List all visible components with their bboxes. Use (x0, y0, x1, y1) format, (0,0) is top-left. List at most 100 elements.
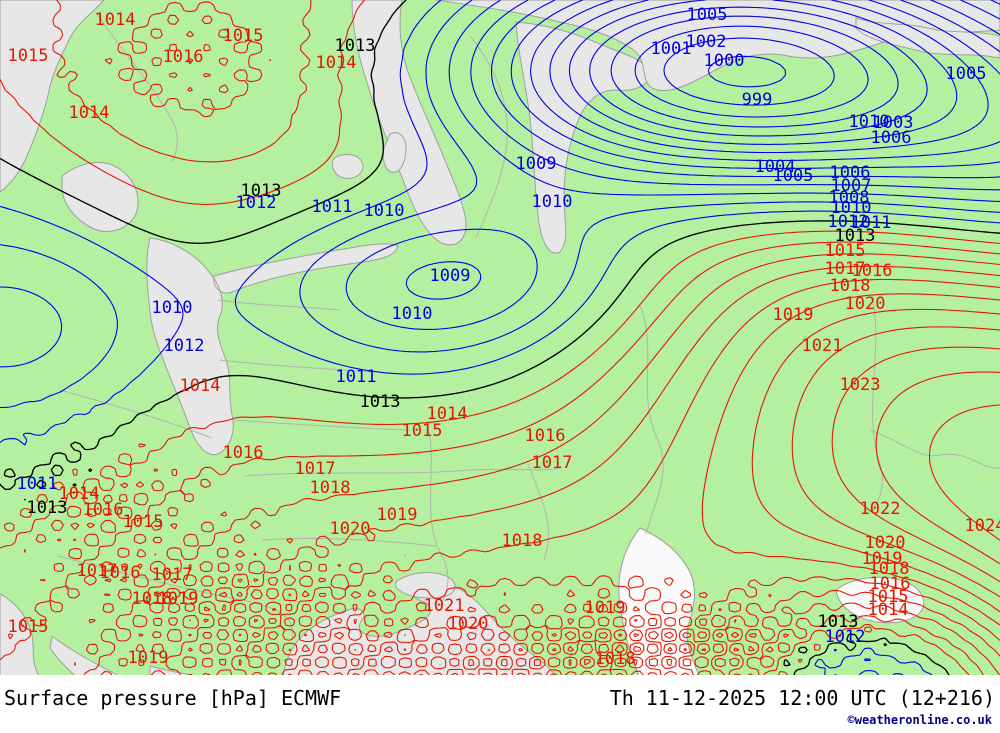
isobar-label: 1011 (851, 213, 892, 233)
isobar-label: 1016 (100, 563, 141, 583)
isobar-label: 1018 (869, 559, 910, 579)
gulf-of-bothnia-sea (351, 0, 467, 246)
isobar-999 (707, 55, 787, 88)
isobar-label: 1001 (651, 39, 692, 59)
baltic-sea (146, 237, 399, 456)
isobar-label: 1014 (69, 103, 110, 123)
isobar-label: 1015 (8, 617, 49, 637)
isobar-label: 1012 (825, 627, 866, 647)
isobar-label: 1016 (83, 500, 124, 520)
border-line (219, 359, 373, 373)
isobar-1013 (0, 0, 1000, 676)
isobar-1008 (490, 0, 1000, 179)
pressure-map: 1005 1002 1001 1000 999 1005 1010 1003 1006 1004 1… (0, 0, 1000, 676)
isobar-label: 1008 (829, 188, 870, 208)
isobar-label: 1015 (8, 46, 49, 66)
atlantic-sea (0, 0, 105, 193)
isobar-label: 1019 (585, 598, 626, 618)
isobar-label: 1014 (316, 53, 357, 73)
isobar-label: 1005 (773, 166, 814, 186)
isobar-label: 1012 (236, 193, 277, 213)
isobar-label: 1013 (27, 498, 68, 518)
isobar-layer (0, 0, 1000, 676)
isobar-label: 1018 (502, 531, 543, 551)
isobar-label: 1009 (430, 266, 471, 286)
isobar-1009 (405, 0, 1000, 300)
isobar-label: 1011 (312, 197, 353, 217)
isobar-1024 (928, 404, 1000, 541)
isobar-label: 1015 (868, 587, 909, 607)
isobar-label: 1013 (360, 392, 401, 412)
isobar-label: 999 (742, 90, 773, 110)
river-don (527, 463, 550, 561)
isobar-label: 1013 (818, 612, 859, 632)
isobar-label: 1020 (845, 294, 886, 314)
isobar-label: 1021 (802, 336, 843, 356)
isobar-label: 1010 (152, 298, 193, 318)
isobar-label: 1016 (223, 443, 264, 463)
isobar-label: 1016 (525, 426, 566, 446)
river-dnieper (427, 427, 449, 607)
map-canvas: 1005100210011000999100510101003100610041… (0, 0, 1000, 676)
isobar-1007 (510, 0, 1000, 169)
isobar-label: 1014 (59, 484, 100, 504)
isobar-label: 1020 (448, 614, 489, 634)
status-bar: Surface pressure [hPa] ECMWF Th 11-12-20… (0, 675, 1000, 733)
copyright-link[interactable]: ©weatheronline.co.uk (847, 713, 993, 727)
map-title: Surface pressure [hPa] ECMWF (4, 686, 342, 710)
isobar-1017 (138, 265, 1000, 676)
isobar-label: 1015 (123, 512, 164, 532)
isobar-label: 1011 (336, 367, 377, 387)
isobar-1002 (610, 15, 899, 128)
isobar-label: 1003 (873, 113, 914, 133)
isobar-label: 1020 (865, 533, 906, 553)
isobar-label: 1007 (831, 176, 872, 196)
isobar-1023 (875, 371, 1000, 565)
isobar-1014 (0, 0, 1000, 676)
isobar-label: 1023 (840, 375, 881, 395)
isobar-label: 1020 (330, 519, 371, 539)
isobar-label: 1022 (860, 499, 901, 519)
isobar-label: 1012 (828, 212, 869, 232)
isobar-1015 (0, 0, 1000, 676)
sea-layer (0, 0, 1000, 676)
valid-time: Th 11-12-2025 12:00 UTC (12+216) (609, 686, 995, 710)
isobar-label: 1016 (163, 47, 204, 67)
border-line (59, 389, 213, 439)
isobar-label: 1016 (852, 261, 893, 281)
isobar-label: 1021 (424, 596, 465, 616)
isobar-label: 1005 (946, 64, 987, 84)
lake-ladoga-onega (331, 132, 407, 179)
isobar-label-layer: 1005100210011000999100510101003100610041… (8, 5, 1000, 669)
isobar-label: 1017 (825, 259, 866, 279)
isobar-label: 1014 (427, 404, 468, 424)
isobar-label: 1015 (825, 241, 866, 261)
isobar-label: 1013 (241, 181, 282, 201)
isobar-label: 1018 (132, 589, 173, 609)
isobar-1010 (0, 0, 1000, 368)
isobar-label: 1017 (152, 565, 193, 585)
sea-of-azov (394, 572, 456, 599)
isobar-label: 1014 (95, 10, 136, 30)
isobar-1011 (0, 0, 1000, 676)
isobar-label: 1014 (180, 376, 221, 396)
isobar-label: 1013 (835, 226, 876, 246)
isobar-label: 1019 (377, 505, 418, 525)
border-line (95, 11, 178, 163)
isobar-label: 1010 (364, 201, 405, 221)
river-volga (639, 305, 664, 535)
border-line (261, 537, 437, 547)
isobar-1018 (188, 278, 1000, 676)
border-line (469, 35, 508, 239)
isobar-label: 1024 (965, 516, 1000, 536)
isobar-label: 1009 (516, 154, 557, 174)
isobar-label: 1013 (335, 36, 376, 56)
isobar-1016 (74, 1, 1000, 676)
isobar-label: 1006 (871, 128, 912, 148)
isobar-label: 1006 (830, 163, 871, 183)
isobar-label: 1015 (402, 421, 443, 441)
border-line (243, 467, 561, 477)
isobar-label: 1017 (295, 459, 336, 479)
isobar-label: 1019 (862, 549, 903, 569)
